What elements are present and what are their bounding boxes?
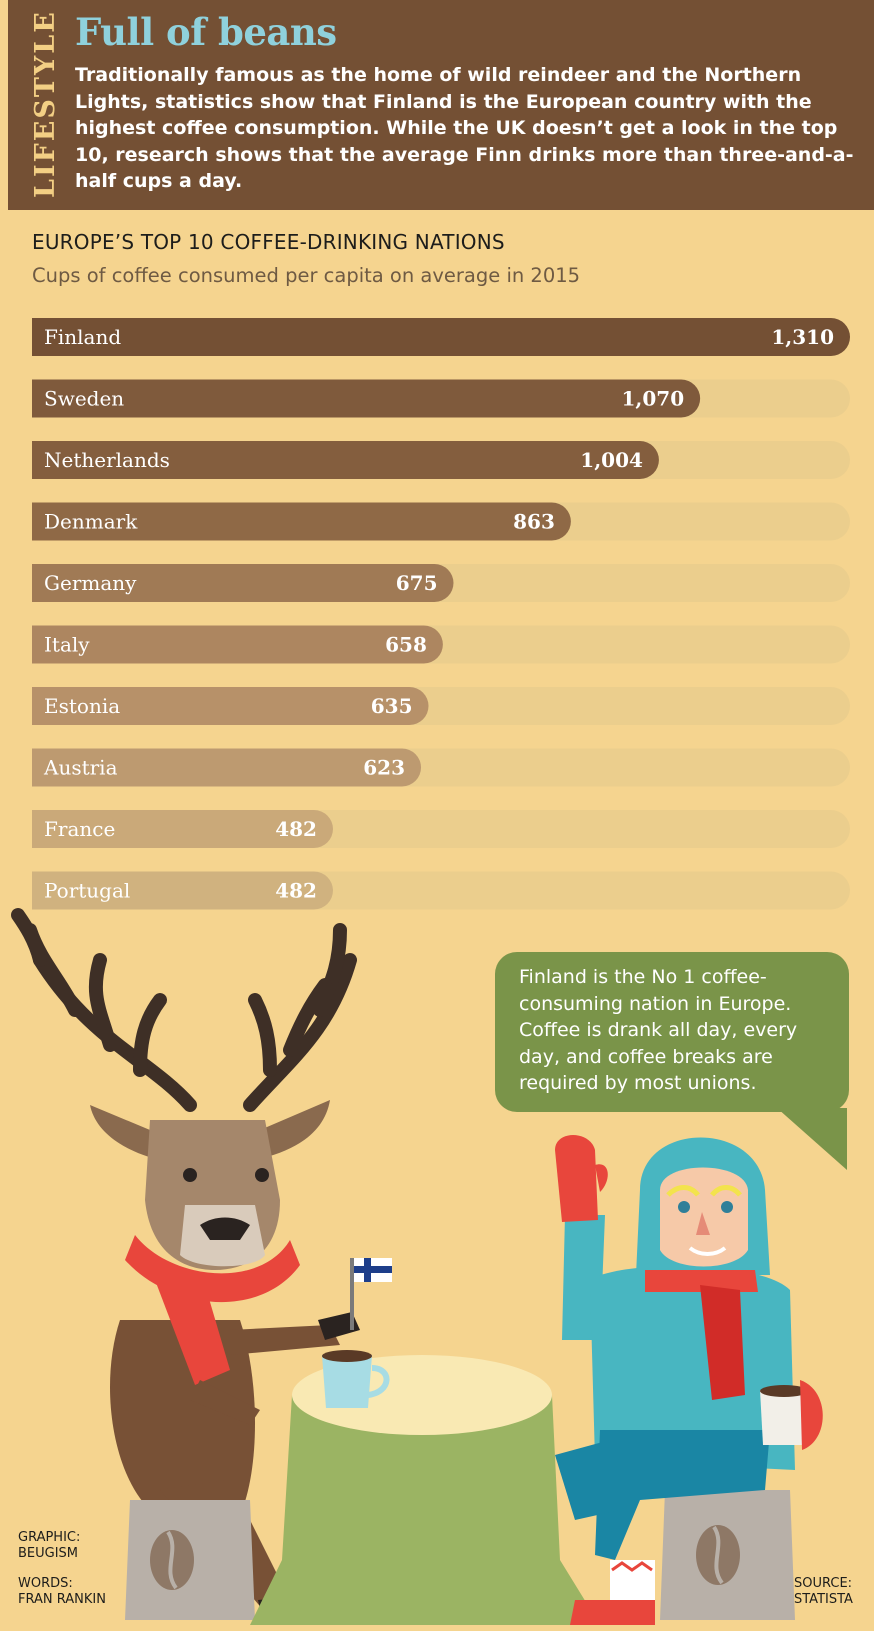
credit-words-label: WORDS: xyxy=(18,1576,73,1591)
speech-bubble: Finland is the No 1 coffee-consuming nat… xyxy=(495,952,849,1112)
credit-source: SOURCE: STATISTA xyxy=(794,1576,853,1608)
value-label: 482 xyxy=(275,879,317,903)
category-label: Austria xyxy=(43,756,118,780)
header-banner: LIFESTYLE Full of beans Traditionally fa… xyxy=(8,0,874,210)
coffee-bean-icon xyxy=(150,1530,194,1590)
bar-sweden xyxy=(32,379,701,418)
bar-portugal xyxy=(32,871,333,910)
section-tag-label: LIFESTYLE xyxy=(30,10,61,198)
bar-france xyxy=(32,810,333,848)
credit-source-label: SOURCE: xyxy=(794,1576,853,1591)
bar-estonia xyxy=(32,687,429,725)
chart-subtitle: Cups of coffee consumed per capita on av… xyxy=(32,264,581,287)
category-label: Sweden xyxy=(44,387,124,411)
person-icon xyxy=(555,1135,823,1625)
category-label: Denmark xyxy=(44,510,138,534)
illustration-scene xyxy=(11,908,823,1625)
credit-words-name: FRAN RANKIN xyxy=(18,1592,106,1607)
bar-austria xyxy=(32,748,422,787)
category-label: Netherlands xyxy=(44,448,170,472)
bar-netherlands xyxy=(32,441,659,479)
speech-bubble-text: Finland is the No 1 coffee-consuming nat… xyxy=(519,966,798,1094)
value-label: 1,310 xyxy=(771,325,834,349)
category-label: France xyxy=(44,817,115,841)
finland-flag-icon xyxy=(350,1258,392,1330)
bar-germany xyxy=(32,564,454,602)
coffee-mug-icon xyxy=(322,1350,390,1408)
credit-graphic-name: BEUGISM xyxy=(18,1546,79,1561)
reindeer-icon xyxy=(11,908,360,1620)
intro-text: Traditionally famous as the home of wild… xyxy=(75,64,854,192)
value-label: 1,070 xyxy=(621,387,684,411)
credit-source-name: STATISTA xyxy=(794,1592,853,1607)
bar-finland xyxy=(32,318,850,356)
credit-graphic: GRAPHIC: BEUGISM xyxy=(18,1530,80,1562)
value-label: 482 xyxy=(275,817,317,841)
category-label: Germany xyxy=(44,571,137,595)
tree-stump-table-icon xyxy=(250,1355,600,1625)
credit-words: WORDS: FRAN RANKIN xyxy=(18,1576,106,1608)
category-label: Portugal xyxy=(44,879,130,903)
category-label: Italy xyxy=(44,633,90,657)
category-label: Finland xyxy=(44,325,121,349)
value-label: 675 xyxy=(396,571,438,595)
value-label: 635 xyxy=(371,694,413,718)
credit-graphic-label: GRAPHIC: xyxy=(18,1530,81,1545)
category-label: Estonia xyxy=(44,694,120,718)
value-label: 863 xyxy=(513,510,555,534)
chart-title: EUROPE’S TOP 10 COFFEE-DRINKING NATIONS xyxy=(32,230,505,254)
speech-bubble-tail xyxy=(777,1108,847,1170)
value-label: 1,004 xyxy=(580,448,643,472)
bar-chart: Finland 1,310 Sweden 1,070 Netherlands 1,004 D… xyxy=(32,318,850,910)
value-label: 658 xyxy=(385,633,427,657)
bar-denmark xyxy=(32,502,571,541)
value-label: 623 xyxy=(363,756,405,780)
page-title: Full of beans xyxy=(75,10,337,54)
bar-italy xyxy=(32,625,443,664)
section-tag: LIFESTYLE xyxy=(30,10,64,198)
